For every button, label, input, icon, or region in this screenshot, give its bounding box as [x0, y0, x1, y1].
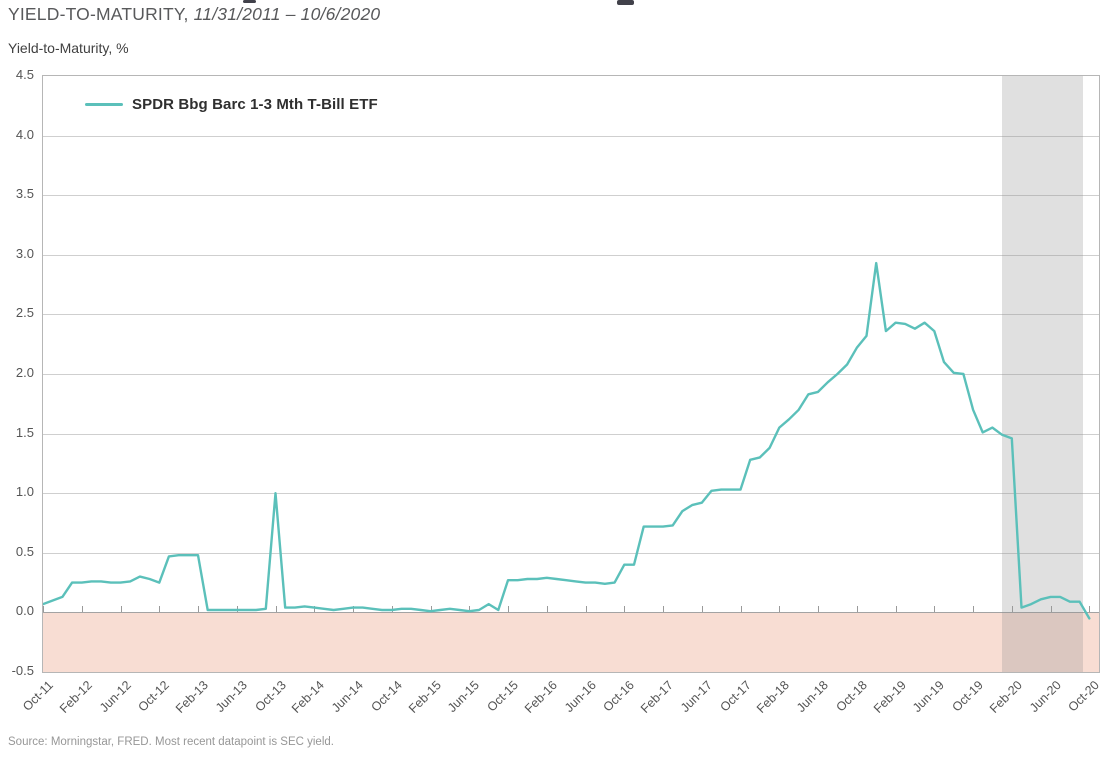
x-tick-label: Oct-19 — [949, 678, 986, 715]
yield-line-chart — [43, 261, 1091, 620]
x-tick-label: Feb-14 — [289, 678, 328, 716]
y-tick-label: 4.0 — [15, 126, 34, 142]
x-tick — [430, 606, 432, 613]
x-tick-label: Jun-15 — [445, 678, 483, 715]
x-tick-label: Feb-18 — [754, 678, 793, 716]
y-gridline — [43, 195, 1099, 197]
x-tick — [1089, 606, 1091, 613]
y-tick-label: 2.5 — [15, 305, 34, 321]
plot-area: SPDR Bbg Barc 1-3 Mth T-Bill ETF — [42, 75, 1100, 673]
y-gridline — [43, 612, 1099, 614]
x-tick — [701, 606, 703, 613]
x-tick — [663, 606, 665, 613]
x-tick — [585, 606, 587, 613]
x-tick-label: Oct-16 — [600, 678, 638, 715]
recession-shading — [1002, 76, 1084, 672]
x-tick-label: Jun-13 — [212, 678, 250, 715]
x-tick — [508, 606, 510, 613]
chart-title: YIELD-TO-MATURITY, 11/31/2011 – 10/6/202… — [8, 4, 380, 25]
y-tick-label: -0.5 — [11, 663, 34, 678]
negative-yield-zone — [43, 613, 1099, 672]
y-tick-label: 3.5 — [15, 186, 34, 202]
x-tick — [818, 606, 820, 613]
cropped-heading-remnant — [243, 0, 256, 3]
x-tick — [159, 606, 161, 613]
x-tick — [740, 606, 742, 613]
x-tick — [934, 606, 936, 613]
x-tick-label: Feb-17 — [638, 678, 676, 716]
x-tick-label: Jun-16 — [561, 678, 599, 715]
x-tick-label: Jun-18 — [793, 678, 831, 715]
x-tick-label: Jun-14 — [328, 678, 366, 715]
x-tick-label: Jun-17 — [677, 678, 715, 715]
x-tick-label: Oct-18 — [833, 678, 870, 715]
y-gridline — [43, 493, 1099, 495]
x-tick — [81, 606, 83, 613]
y-gridline — [43, 135, 1099, 137]
x-tick — [895, 606, 897, 613]
x-tick — [120, 606, 122, 613]
legend-series-label: SPDR Bbg Barc 1-3 Mth T-Bill ETF — [132, 96, 378, 113]
chart-title-text: YIELD-TO-MATURITY, — [8, 4, 189, 24]
chart-title-date-range: 11/31/2011 – 10/6/2020 — [193, 4, 381, 24]
x-tick-label: Oct-14 — [368, 678, 405, 715]
x-tick-label: Jun-12 — [96, 678, 134, 715]
x-tick — [353, 606, 355, 613]
x-tick — [43, 606, 44, 613]
y-gridline — [43, 314, 1099, 316]
y-tick-label: 1.5 — [15, 424, 34, 440]
x-tick-label: Feb-12 — [56, 678, 95, 716]
x-tick-label: Oct-17 — [717, 678, 754, 715]
x-tick — [856, 606, 858, 613]
x-tick-label: Jun-20 — [1026, 678, 1064, 715]
x-tick — [973, 606, 975, 613]
x-tick-label: Feb-20 — [986, 678, 1025, 716]
y-tick-label: 4.5 — [15, 67, 34, 82]
x-tick-label: Feb-15 — [405, 678, 444, 716]
x-tick — [779, 606, 781, 613]
y-tick-label: 3.0 — [15, 245, 34, 261]
cropped-heading-remnant — [617, 0, 634, 5]
y-gridline — [43, 374, 1099, 375]
x-tick-label: Oct-11 — [20, 678, 56, 714]
x-tick — [546, 606, 548, 613]
x-tick — [1011, 606, 1013, 613]
x-tick — [469, 606, 471, 613]
x-tick-label: Feb-19 — [870, 678, 909, 716]
source-note: Source: Morningstar, FRED. Most recent d… — [8, 736, 334, 748]
x-tick — [314, 606, 316, 613]
x-tick-label: Jun-19 — [910, 678, 948, 715]
y-tick-label: 1.0 — [15, 484, 34, 500]
yield-line — [43, 261, 1091, 620]
y-gridline — [43, 433, 1099, 435]
y-tick-label: 2.0 — [15, 365, 34, 380]
x-tick-label: Oct-13 — [251, 678, 289, 715]
legend-line-swatch — [85, 103, 123, 106]
y-gridline — [43, 254, 1099, 256]
x-tick — [198, 606, 199, 613]
legend: SPDR Bbg Barc 1-3 Mth T-Bill ETF — [85, 96, 378, 113]
x-tick-label: Oct-12 — [135, 678, 173, 715]
y-tick-label: 0.0 — [15, 603, 34, 619]
x-tick-label: Oct-15 — [484, 678, 521, 715]
x-tick-label: Feb-16 — [521, 678, 560, 716]
x-tick — [275, 606, 277, 613]
y-tick-label: 0.5 — [15, 543, 34, 559]
y-axis-unit-label: Yield-to-Maturity, % — [8, 40, 129, 56]
y-gridline — [43, 552, 1099, 554]
x-tick — [1050, 606, 1052, 613]
x-tick-label: Feb-13 — [172, 678, 211, 716]
x-tick-label: Oct-20 — [1065, 678, 1103, 715]
x-tick — [624, 606, 626, 613]
